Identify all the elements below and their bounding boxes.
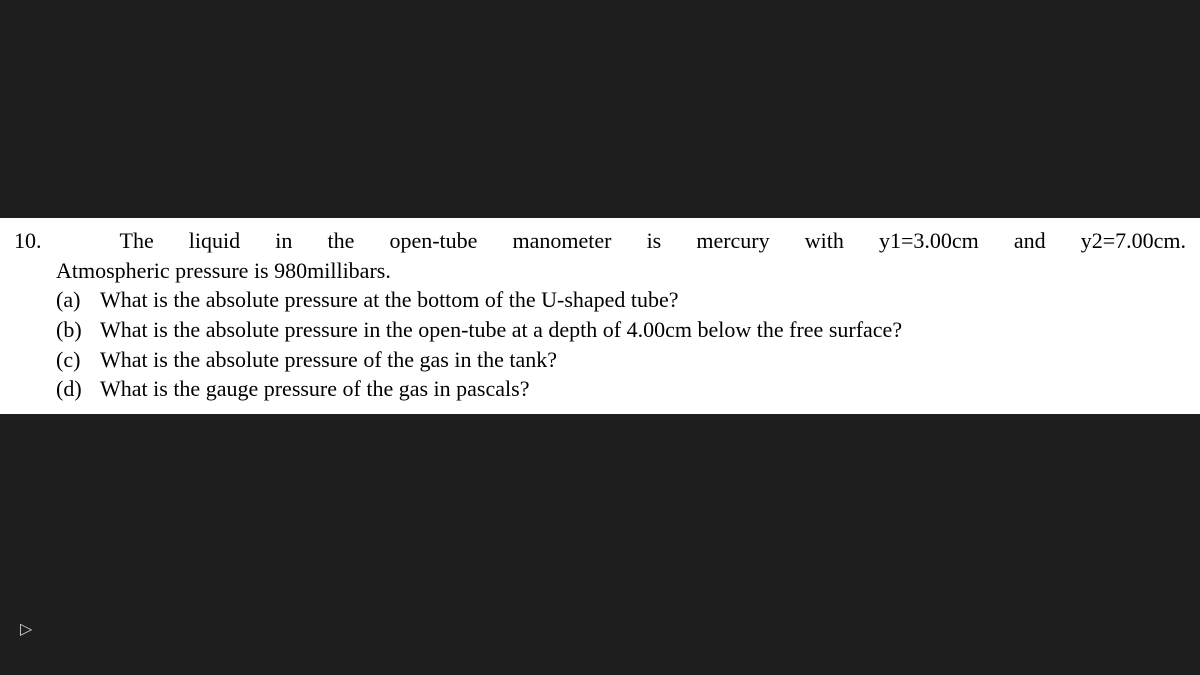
problem-intro-line2: Atmospheric pressure is 980millibars. (14, 256, 1186, 286)
sub-questions-list: (a) What is the absolute pressure at the… (14, 285, 1186, 404)
sub-label-b: (b) (56, 315, 100, 345)
play-icon[interactable]: ▷ (20, 619, 32, 639)
sub-text-b: What is the absolute pressure in the ope… (100, 315, 1186, 345)
sub-label-a: (a) (56, 285, 100, 315)
sub-question-d: (d) What is the gauge pressure of the ga… (56, 374, 1186, 404)
sub-label-c: (c) (56, 345, 100, 375)
sub-text-d: What is the gauge pressure of the gas in… (100, 374, 1186, 404)
sub-question-a: (a) What is the absolute pressure at the… (56, 285, 1186, 315)
sub-text-a: What is the absolute pressure at the bot… (100, 285, 1186, 315)
sub-label-d: (d) (56, 374, 100, 404)
sub-question-b: (b) What is the absolute pressure in the… (56, 315, 1186, 345)
problem-header: 10. The liquid in the open-tube manomete… (14, 226, 1186, 256)
problem-number: 10. (14, 226, 120, 256)
sub-text-c: What is the absolute pressure of the gas… (100, 345, 1186, 375)
sub-question-c: (c) What is the absolute pressure of the… (56, 345, 1186, 375)
problem-intro-line1: The liquid in the open-tube manometer is… (120, 226, 1187, 256)
problem-text-block: 10. The liquid in the open-tube manomete… (0, 218, 1200, 414)
